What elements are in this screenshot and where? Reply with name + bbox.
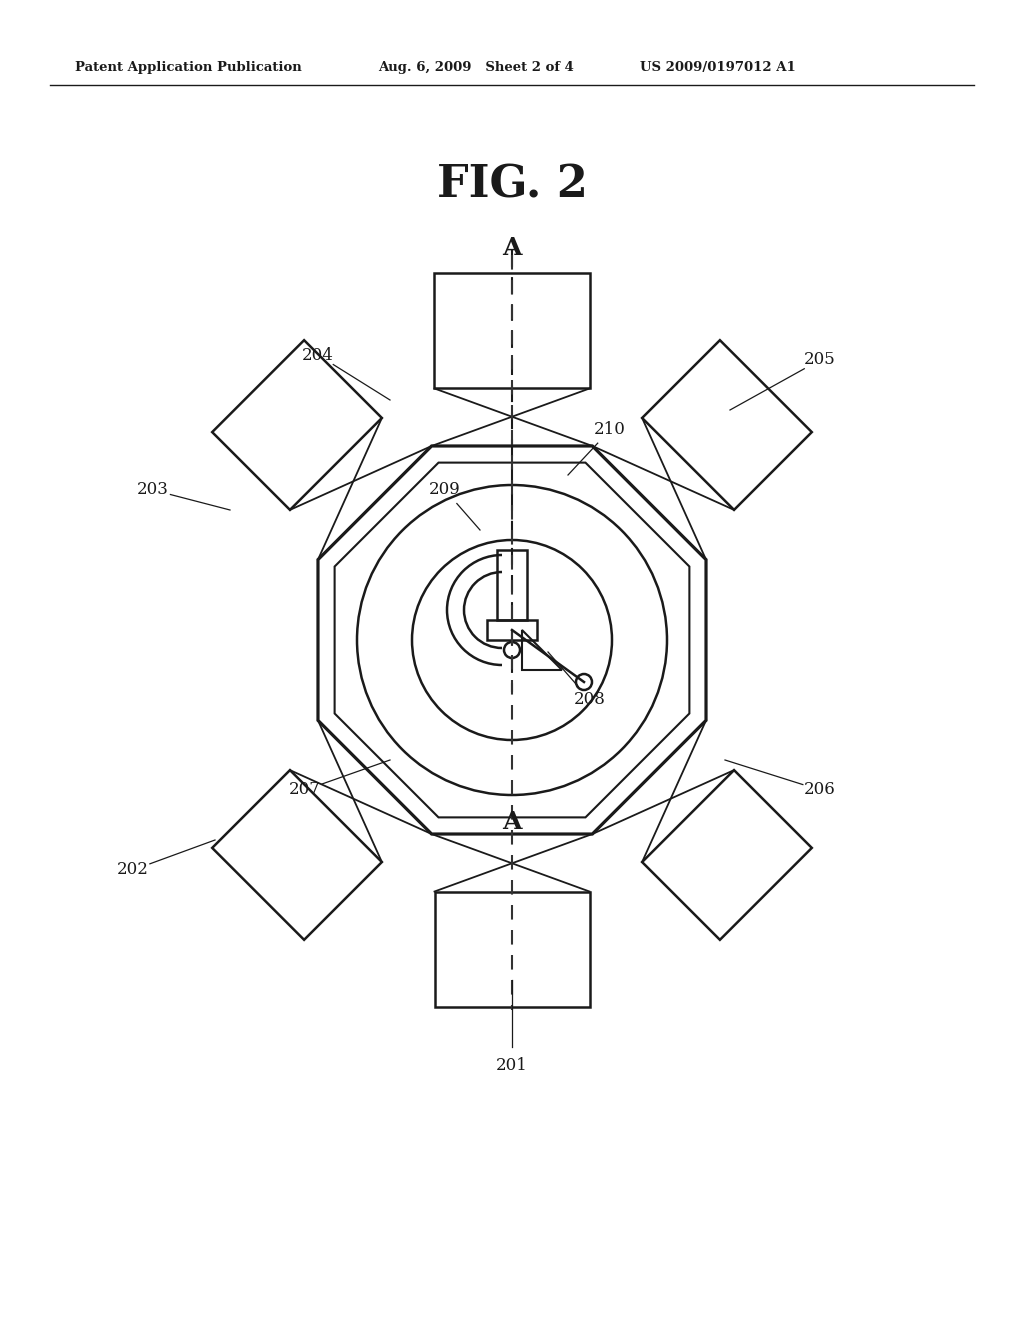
Text: 202: 202: [117, 862, 148, 879]
Text: A: A: [502, 236, 522, 260]
Text: 204: 204: [302, 346, 334, 363]
Bar: [487, 620, 537, 640]
Text: Patent Application Publication: Patent Application Publication: [75, 62, 302, 74]
Text: Aug. 6, 2009   Sheet 2 of 4: Aug. 6, 2009 Sheet 2 of 4: [378, 62, 573, 74]
Text: 201: 201: [496, 1056, 528, 1073]
Text: 203: 203: [137, 482, 169, 499]
Text: FIG. 2: FIG. 2: [436, 164, 588, 206]
Text: A: A: [502, 810, 522, 834]
Text: 210: 210: [594, 421, 626, 438]
Text: 207: 207: [289, 781, 321, 799]
Bar: [497, 550, 527, 620]
Text: 206: 206: [804, 781, 836, 799]
Text: 205: 205: [804, 351, 836, 368]
Text: US 2009/0197012 A1: US 2009/0197012 A1: [640, 62, 796, 74]
Text: 208: 208: [574, 692, 606, 709]
Text: 209: 209: [429, 482, 461, 499]
